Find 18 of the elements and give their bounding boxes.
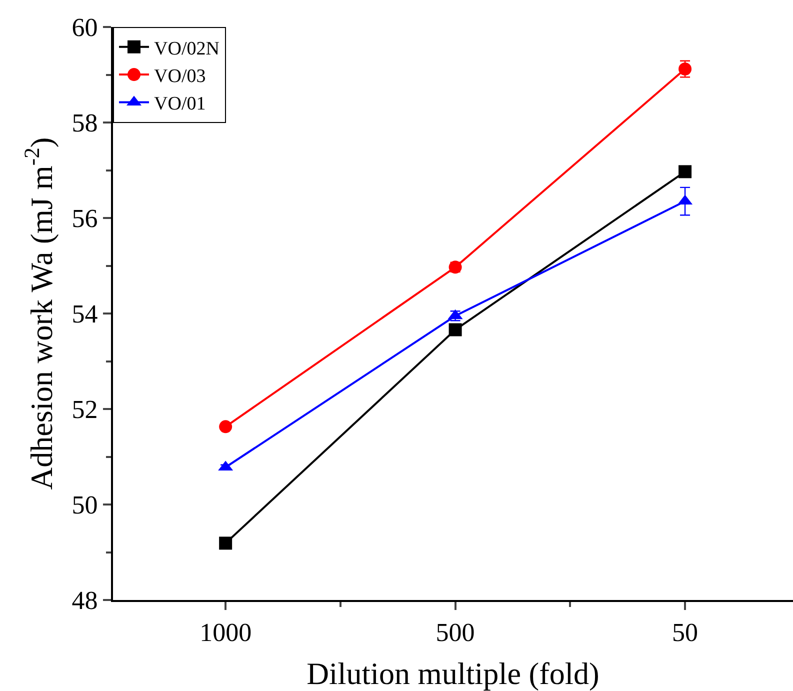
y-tick-label: 58 [72, 108, 98, 138]
point [678, 165, 692, 178]
y-tick-label: 48 [72, 586, 98, 616]
y-tick-label: 56 [72, 204, 98, 234]
x-axis-title: Dilution multiple (fold) [306, 656, 600, 691]
legend-label: VO/02N [154, 38, 220, 60]
x-tick-label: 50 [672, 618, 698, 648]
legend-label: VO/03 [154, 66, 206, 87]
x-tick-label: 1000 [200, 618, 252, 648]
point [448, 323, 462, 336]
y-tick-label: 60 [72, 13, 98, 42]
x-tick-label: 500 [436, 618, 475, 648]
legend-label: VO/01 [154, 94, 206, 115]
y-tick-label: 50 [72, 490, 98, 520]
point [219, 420, 232, 434]
point [219, 536, 232, 550]
y-tick-label: 54 [72, 300, 98, 329]
y-tick-label: 52 [72, 395, 98, 424]
